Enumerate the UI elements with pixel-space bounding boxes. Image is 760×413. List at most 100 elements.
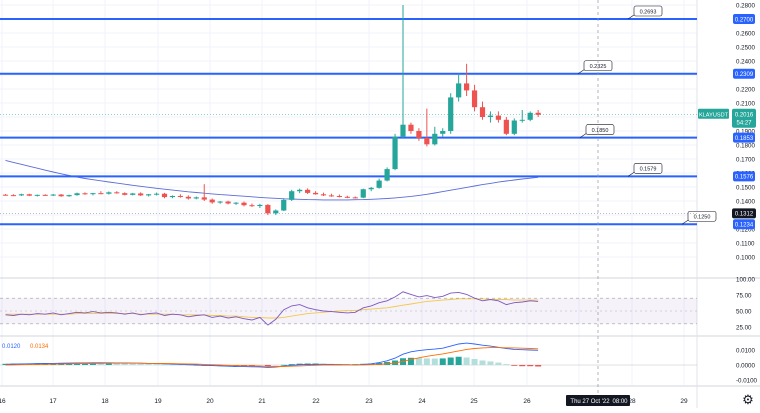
candle-body[interactable] — [471, 90, 478, 108]
settings-gear-icon[interactable]: ⚙ — [742, 392, 754, 407]
candle-body[interactable] — [448, 97, 454, 131]
candle-body[interactable] — [352, 197, 358, 199]
candle-body[interactable] — [519, 119, 525, 121]
candle-body[interactable] — [26, 194, 32, 196]
candle-body[interactable] — [114, 192, 120, 194]
candle-body[interactable] — [34, 194, 40, 196]
candle-body[interactable] — [153, 193, 160, 195]
candle-body[interactable] — [122, 193, 128, 195]
horizontal-line-price-label: 0.1234 — [735, 223, 754, 229]
price-tick-label: 0.2400 — [736, 58, 755, 65]
candle-body[interactable] — [161, 193, 168, 198]
candle-body[interactable] — [138, 193, 144, 196]
macd-histogram-bar — [447, 357, 454, 365]
candle-body[interactable] — [527, 112, 533, 120]
candle-body[interactable] — [440, 131, 446, 134]
candle-body[interactable] — [42, 194, 48, 196]
candle-body[interactable] — [82, 193, 88, 195]
candle-body[interactable] — [265, 204, 271, 214]
candle-body[interactable] — [90, 193, 96, 195]
time-axis[interactable]: 16 17 18 19 20 21 22 23 24 25 26 28 29 Thu 27 Oct '22… — [0, 395, 688, 406]
candle-body[interactable] — [289, 191, 295, 200]
candle-body[interactable] — [456, 83, 462, 98]
candle-body[interactable] — [169, 195, 176, 198]
callout-box[interactable] — [687, 210, 717, 222]
candle-body[interactable] — [209, 199, 215, 203]
macd-axis[interactable]: 0.0100 0.0000 -0.0100 — [736, 347, 758, 384]
candle-body[interactable] — [58, 194, 64, 197]
callout-box[interactable] — [633, 5, 663, 17]
candle-body[interactable] — [249, 205, 255, 207]
candle-body[interactable] — [305, 189, 311, 193]
macd-histogram-bar — [479, 360, 486, 365]
candle-body[interactable] — [320, 194, 327, 196]
candle-body[interactable] — [297, 189, 303, 192]
candle-body[interactable] — [344, 196, 350, 198]
candle-body[interactable] — [328, 195, 335, 197]
rsi-axis[interactable]: 100.00 75.00 50.00 25.00 — [736, 276, 755, 331]
candle-body[interactable] — [368, 187, 374, 190]
macd-histogram-bar — [511, 365, 518, 366]
candle-body[interactable] — [416, 131, 422, 138]
candle-body[interactable] — [479, 107, 486, 117]
candle-body[interactable] — [281, 199, 287, 211]
candle-body[interactable] — [511, 120, 517, 134]
candle-body[interactable] — [503, 119, 509, 134]
candle-body[interactable] — [392, 136, 398, 170]
candle-body[interactable] — [257, 204, 263, 207]
candle-body[interactable] — [376, 180, 382, 188]
horizontal-line-price-badge — [733, 68, 755, 79]
candle-body[interactable] — [487, 115, 494, 117]
callout-box[interactable] — [633, 163, 663, 174]
macd-histogram-bar — [519, 365, 526, 367]
macd-histogram-bar — [407, 357, 414, 365]
candle-body[interactable] — [50, 194, 56, 196]
candle-body[interactable] — [74, 193, 80, 196]
candle-body[interactable] — [225, 201, 231, 204]
candle-body[interactable] — [217, 201, 223, 203]
candle-body[interactable] — [400, 124, 406, 137]
callout-box[interactable] — [585, 124, 615, 135]
candle-body[interactable] — [106, 192, 112, 194]
macd-histogram-bar — [415, 358, 422, 365]
candle-body[interactable] — [424, 138, 430, 145]
time-tick-label: 28 — [628, 398, 636, 405]
candle-body[interactable] — [10, 195, 17, 197]
candle-body[interactable] — [201, 197, 207, 200]
price-tick-label: 0.2500 — [736, 44, 755, 51]
candle-body[interactable] — [464, 83, 470, 91]
candle-body[interactable] — [18, 194, 24, 196]
candle-body[interactable] — [66, 195, 72, 197]
macd-histogram-bar — [487, 361, 494, 365]
candle-body[interactable] — [384, 169, 390, 181]
candle-body[interactable] — [336, 195, 342, 197]
candle-body[interactable] — [98, 193, 104, 195]
candle-body[interactable] — [408, 124, 414, 131]
candle-body[interactable] — [2, 194, 9, 196]
candle-body[interactable] — [233, 202, 239, 204]
candle-body[interactable] — [535, 112, 541, 115]
rsi-line — [5, 291, 539, 326]
symbol-label: KLAYUSDT — [699, 112, 729, 118]
price-axis[interactable]: 0.28000.27000.26000.25000.24000.23000.22… — [698, 2, 756, 261]
macd-histogram-bar — [455, 356, 462, 365]
candle-body[interactable] — [312, 192, 319, 195]
macd-pane[interactable]: 0.0120 0.0134 — [0, 342, 697, 368]
candle-body[interactable] — [273, 210, 279, 214]
candle-body[interactable] — [177, 195, 183, 197]
candle-body[interactable] — [495, 115, 501, 120]
rsi-pane[interactable] — [0, 291, 697, 326]
candle-body[interactable] — [130, 193, 136, 195]
candle-body[interactable] — [241, 202, 247, 206]
candle-body[interactable] — [146, 194, 152, 196]
candle-body[interactable] — [360, 189, 366, 198]
macd-histogram-bar — [527, 365, 534, 367]
macd-histogram-bar — [82, 363, 88, 365]
candle-body[interactable] — [193, 197, 199, 199]
candle-body[interactable] — [185, 196, 191, 199]
candle-body[interactable] — [432, 133, 438, 145]
price-tick-label: 0.1900 — [736, 128, 755, 135]
